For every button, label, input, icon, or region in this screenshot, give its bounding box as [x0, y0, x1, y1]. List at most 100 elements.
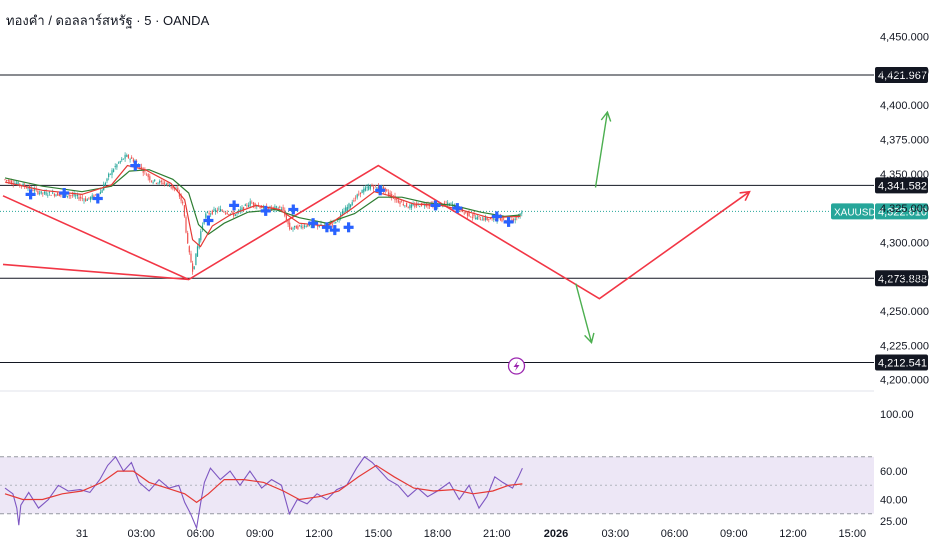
marker-hbar	[288, 207, 299, 212]
candle-body	[157, 182, 159, 184]
candle-body	[248, 205, 250, 207]
candle-body	[65, 193, 67, 197]
candle-body	[340, 213, 342, 218]
candle-body	[25, 187, 27, 189]
candle-body	[81, 197, 83, 199]
candle-body	[71, 194, 74, 196]
candle-body	[422, 203, 424, 205]
candle-body	[226, 212, 228, 215]
candle-body	[7, 180, 9, 182]
candle-body	[241, 207, 243, 211]
candle-body	[450, 202, 452, 204]
candle-body	[463, 212, 465, 214]
candle-body	[91, 195, 93, 199]
lightning-icon-bolt	[513, 361, 520, 371]
candle-body	[129, 159, 131, 160]
candle-body	[249, 201, 251, 206]
candle-body	[233, 213, 235, 217]
candle-body	[32, 190, 34, 191]
candle-body	[78, 197, 80, 200]
candle-body	[364, 187, 366, 191]
green-arrow-shaft	[575, 283, 593, 343]
candle-body	[289, 222, 291, 230]
price-level-label-bg	[875, 270, 928, 287]
candle-body	[104, 183, 106, 186]
candle-body	[37, 190, 39, 194]
candle-body	[224, 212, 227, 214]
candle-body	[346, 207, 348, 212]
x-tick-label: 09:00	[246, 528, 274, 540]
candle-body	[374, 185, 376, 186]
candle-body	[27, 188, 29, 189]
signal-marker-icon	[59, 188, 70, 198]
candle-body	[167, 182, 169, 185]
candle-body	[512, 219, 515, 222]
last-price-tag-bg	[875, 203, 928, 220]
x-tick-label: 15:00	[839, 528, 867, 540]
candle-body	[363, 188, 365, 193]
candle-body	[47, 194, 49, 196]
candle-body	[378, 186, 380, 190]
candle-body	[254, 203, 256, 207]
y-tick-label: 4,275.000	[880, 272, 929, 284]
candle-body	[406, 202, 408, 207]
candle-body	[303, 225, 306, 228]
candle-body	[415, 203, 417, 207]
candle-body	[220, 209, 222, 212]
red-pattern-zigzag	[2, 164, 750, 300]
candle-body	[55, 194, 57, 196]
signal-marker-icon	[329, 225, 340, 236]
candle-body	[499, 217, 501, 220]
candle-body	[470, 216, 472, 218]
rsi-tick-label: 25.00	[880, 516, 908, 528]
candle-body	[368, 186, 370, 190]
green-arrow-shaft	[594, 111, 609, 188]
lightning-icon[interactable]	[507, 357, 526, 375]
candle-body	[305, 226, 307, 228]
marker-hbar	[308, 221, 319, 225]
candle-body	[295, 225, 297, 229]
ma-green-line	[4, 169, 521, 235]
candle-body	[216, 210, 218, 212]
candle-body	[68, 195, 70, 197]
candle-body	[114, 166, 116, 167]
candle-body	[302, 227, 304, 228]
candle-body	[396, 199, 398, 200]
candle-body	[178, 192, 180, 197]
candle-body	[307, 224, 309, 227]
candle-body	[70, 195, 72, 196]
candle-body	[341, 211, 343, 214]
symbol-tag: XAUUSD	[834, 207, 876, 218]
signal-marker-icon	[25, 189, 36, 200]
candle-body	[150, 180, 153, 182]
candle-body	[443, 202, 445, 204]
candle-body	[410, 204, 413, 208]
candle-body	[180, 194, 182, 201]
ma-red-line	[4, 164, 521, 248]
marker-hbar	[25, 192, 36, 196]
candle-body	[244, 204, 246, 206]
candle-body	[447, 202, 449, 205]
candle-body	[481, 219, 483, 221]
candle-body	[392, 197, 394, 199]
candle-body	[475, 217, 477, 220]
candle-body	[183, 205, 185, 217]
x-tick-label: 21:00	[483, 528, 511, 540]
candle-body	[122, 158, 125, 160]
candle-body	[299, 225, 301, 226]
marker-hbar	[430, 203, 441, 207]
candle-body	[80, 196, 82, 199]
candle-body	[361, 189, 363, 194]
candle-body	[371, 184, 373, 187]
candle-body	[287, 219, 289, 225]
candle-body	[460, 211, 462, 213]
signal-marker-icon	[260, 205, 271, 216]
marker-hbar	[92, 196, 103, 201]
candle-body	[58, 193, 60, 196]
candle-body	[132, 159, 134, 162]
candle-body	[480, 219, 482, 221]
candle-body	[252, 202, 255, 206]
price-level-label: 4,212.541	[878, 358, 927, 370]
candle-body	[159, 181, 161, 183]
